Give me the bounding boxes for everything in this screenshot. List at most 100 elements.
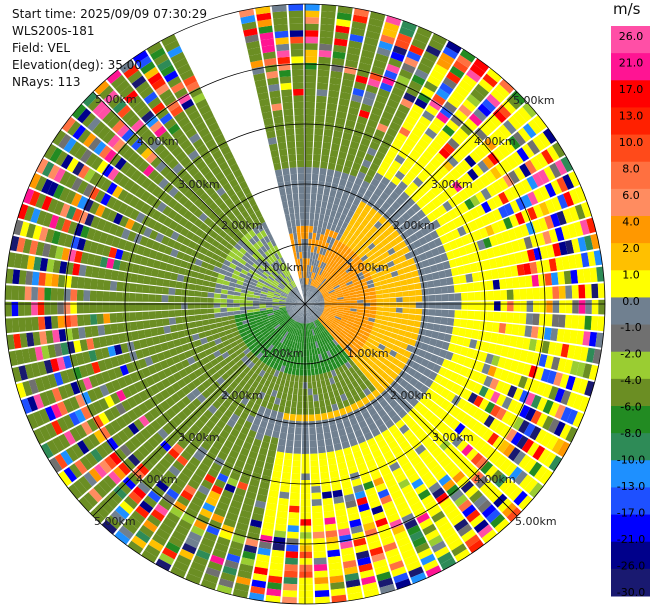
radar-gate: [194, 309, 201, 315]
radar-gate: [442, 294, 449, 301]
radar-gate: [455, 302, 462, 310]
radar-gate: [287, 433, 294, 440]
radar-gate: [129, 312, 136, 321]
radar-gate: [289, 381, 294, 388]
radar-gate: [305, 4, 320, 11]
radar-gate: [559, 300, 566, 313]
radar-gate: [292, 187, 298, 194]
radar-gate: [519, 313, 526, 324]
radar-gate: [286, 440, 294, 447]
radar-gate: [58, 275, 66, 288]
radar-gate: [289, 512, 300, 519]
radar-gate: [287, 141, 295, 148]
radar-gate: [292, 368, 296, 375]
radar-gate: [305, 213, 310, 220]
radar-gate: [429, 302, 436, 308]
radar-gate: [194, 297, 201, 303]
radar-gate: [331, 302, 338, 304]
radar-gate: [453, 276, 461, 284]
radar-gate: [314, 128, 323, 135]
radar-gate: [275, 169, 283, 177]
radar-gate: [317, 76, 329, 83]
radar-gate: [499, 323, 507, 334]
radar-gate: [137, 275, 145, 284]
radar-gate: [326, 405, 333, 413]
radar-gate: [308, 402, 313, 409]
radar-gate: [468, 302, 475, 310]
radar-gate: [330, 190, 337, 198]
radar-gate: [321, 11, 336, 19]
radar-gate: [506, 278, 513, 289]
radar-gate: [292, 395, 297, 402]
radar-gate: [512, 277, 520, 288]
radar-gate: [97, 279, 104, 290]
radar-gate: [286, 128, 295, 135]
radar-gate: [422, 289, 429, 296]
radar-gate: [392, 276, 400, 282]
radar-gate: [329, 464, 338, 472]
radar-gate: [169, 318, 176, 325]
radar-gate: [221, 289, 228, 294]
radar-gate: [276, 451, 284, 459]
radar-gate: [195, 315, 202, 321]
radar-gate: [216, 322, 223, 328]
radar-gate: [416, 302, 423, 308]
radar-gate: [467, 283, 474, 292]
radar-gate: [292, 467, 301, 474]
radar-gate: [326, 530, 338, 538]
radar-gate: [214, 313, 221, 318]
radar-gate: [288, 154, 296, 161]
radar-gate: [426, 323, 434, 330]
radar-gate: [598, 283, 605, 298]
radar-gate: [181, 296, 188, 302]
radar-gate: [388, 288, 395, 293]
radar-gate: [284, 115, 294, 122]
radar-gate: [288, 519, 299, 526]
radar-gate: [320, 472, 329, 480]
radar-gate: [377, 303, 384, 307]
radar-gate: [583, 268, 591, 283]
radar-gate: [188, 309, 195, 315]
radar-gate: [313, 388, 318, 395]
radar-gate: [305, 37, 318, 44]
radar-gate: [275, 31, 289, 39]
radar-gate: [77, 315, 84, 327]
radar-gate: [12, 286, 19, 300]
radar-gate: [163, 326, 171, 334]
radar-gate: [215, 318, 222, 323]
radar-gate: [312, 382, 317, 389]
radar-gate: [416, 296, 423, 302]
radar-gate: [570, 270, 578, 284]
radar-gate: [302, 337, 304, 344]
radar-gate: [405, 272, 413, 279]
radar-gate: [324, 517, 335, 525]
radar-gate: [312, 499, 322, 506]
radar-gate: [271, 103, 282, 111]
radar-gate: [300, 206, 305, 213]
radar-gate: [227, 308, 234, 312]
radar-gate: [585, 284, 592, 298]
radar-gate: [278, 439, 286, 447]
radar-gate: [288, 227, 293, 234]
radar-gate: [305, 50, 317, 57]
radar-gate: [301, 232, 305, 239]
radar-gate: [31, 287, 38, 301]
radar-gate: [116, 282, 123, 292]
radar-gate: [526, 288, 533, 299]
radar-gate: [234, 311, 241, 315]
radar-gate: [110, 324, 118, 334]
radar-gate: [422, 302, 429, 308]
radar-gate: [104, 324, 112, 335]
radar-gate: [278, 504, 289, 512]
radar-gate: [401, 285, 408, 291]
radar-gate: [294, 447, 302, 454]
radar-gate: [322, 148, 330, 156]
radar-gate: [294, 441, 301, 448]
radar-gate: [136, 321, 144, 330]
radar-gate: [512, 324, 520, 335]
radar-gate: [312, 233, 316, 240]
radar-gate: [299, 382, 303, 389]
radar-gate: [188, 290, 195, 296]
radar-gate: [278, 405, 285, 413]
